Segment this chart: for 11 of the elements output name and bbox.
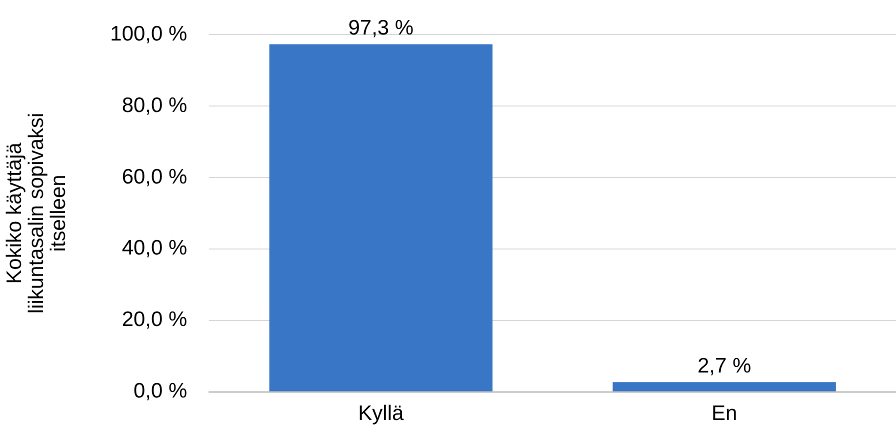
y-tick-label: 100,0 % <box>110 22 188 46</box>
data-label: 2,7 % <box>697 354 752 378</box>
y-axis-title: Kokiko käyttäjä liikuntasalin sopivaksi itselleen <box>2 112 70 314</box>
y-tick-label: 80,0 % <box>122 94 188 117</box>
y-tick-label: 20,0 % <box>122 308 188 332</box>
data-label: 97,3 % <box>348 16 414 40</box>
x-tick-label: En <box>711 402 738 426</box>
x-tick-label: Kyllä <box>358 402 404 426</box>
y-tick-label: 40,0 % <box>122 236 188 260</box>
y-tick-label: 60,0 % <box>122 165 188 188</box>
y-tick-label: 0,0 % <box>134 380 188 403</box>
